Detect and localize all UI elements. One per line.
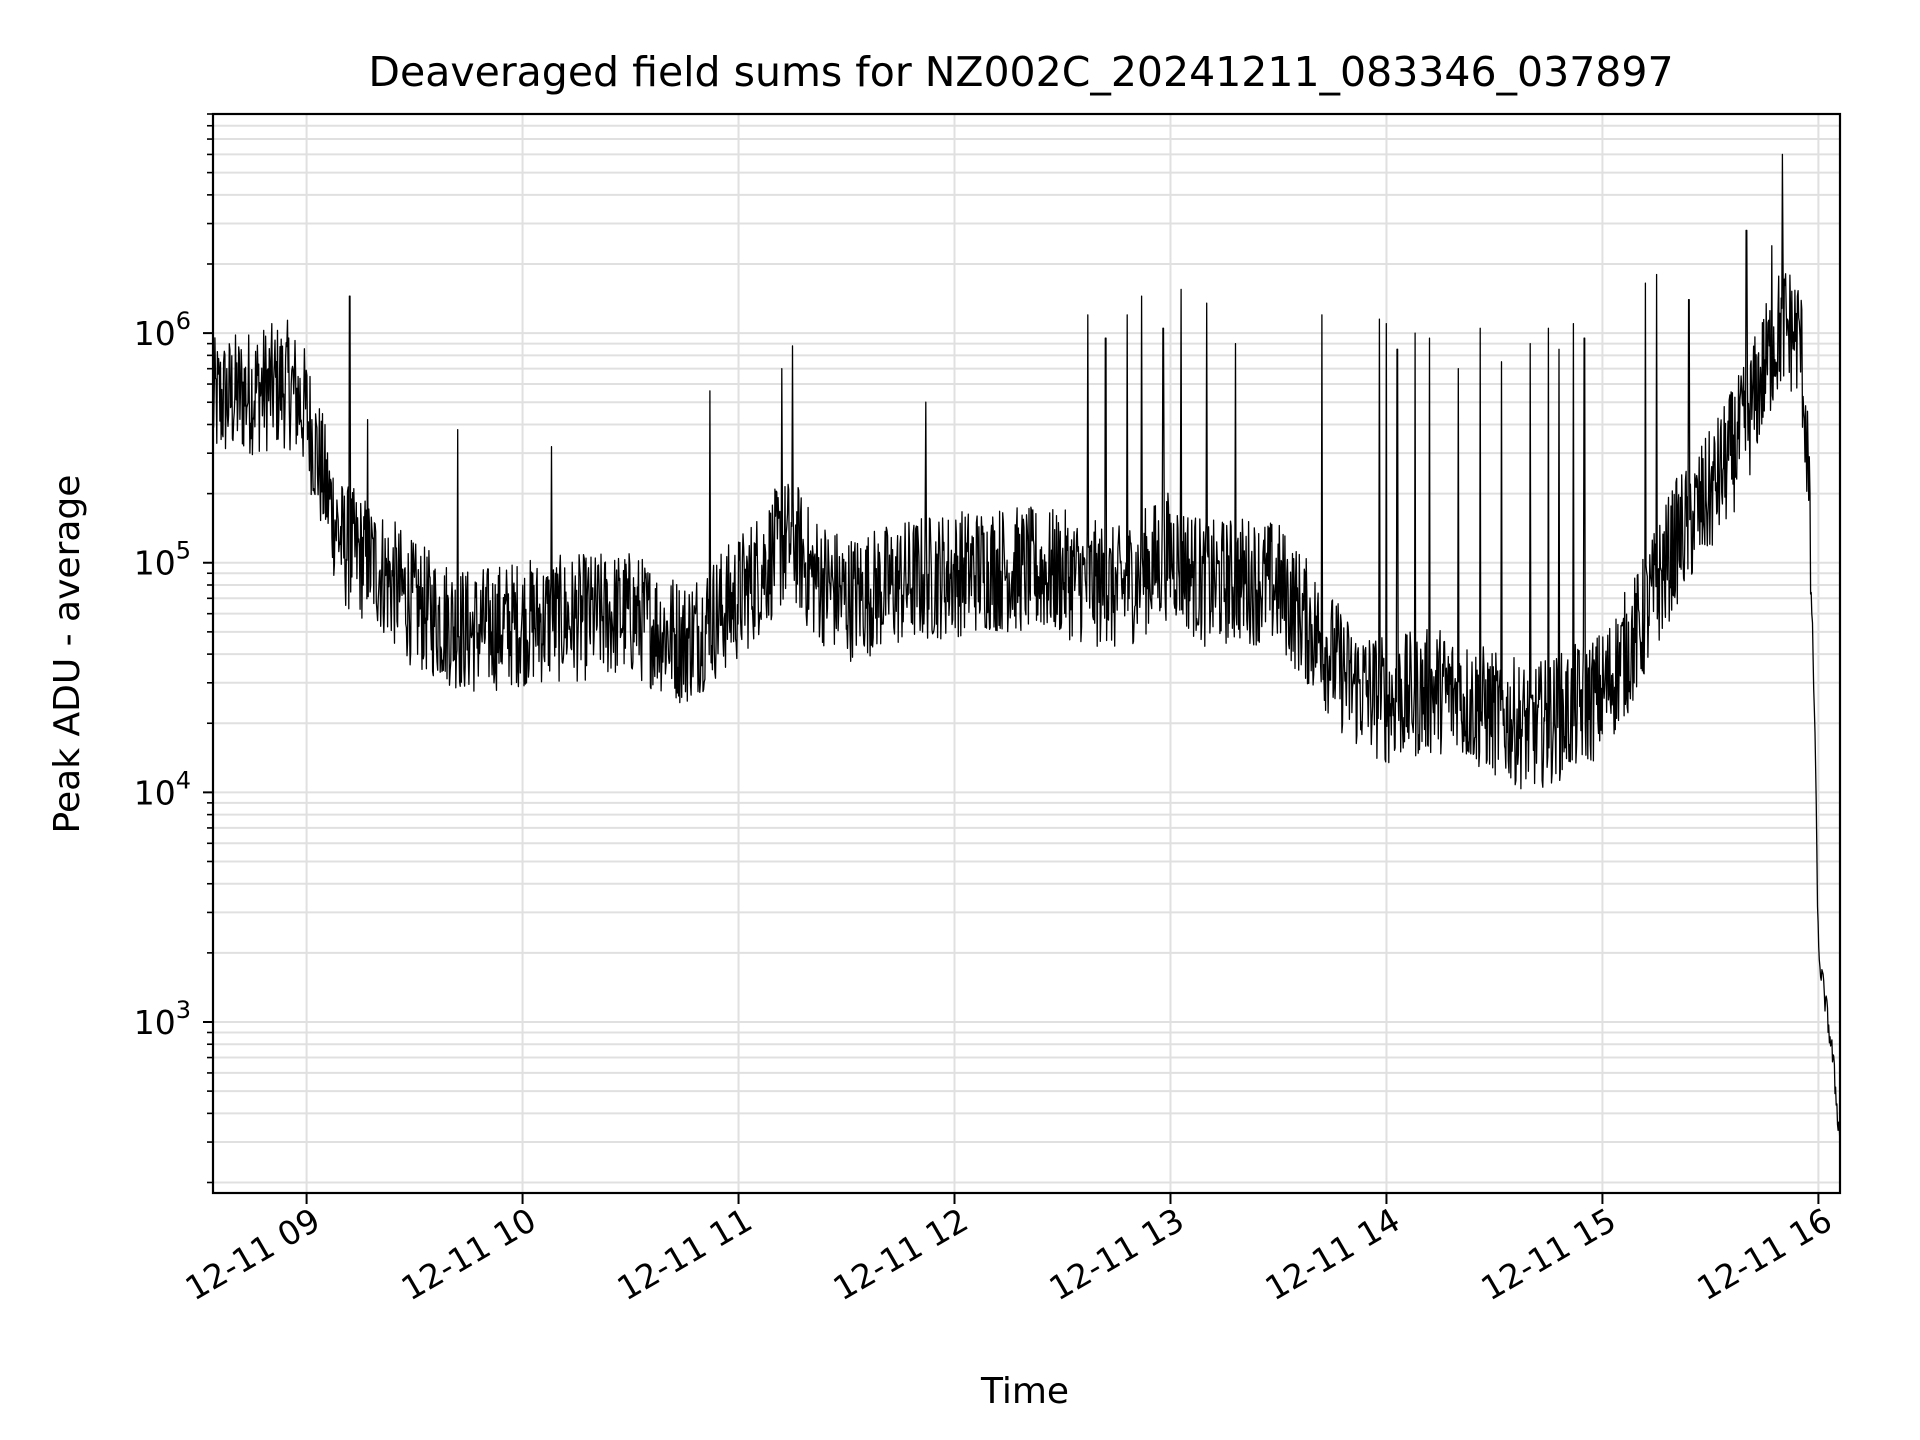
y-tick-exponent: 5 [176,537,191,565]
series-line [212,153,1841,1146]
y-tick-label: 106 [134,307,191,353]
chart-title: Deaveraged field sums for NZ002C_2024121… [368,48,1673,96]
series-layer [212,153,1841,1146]
y-tick-label: 103 [134,996,191,1042]
y-axis-label: Peak ADU - average [47,475,88,834]
y-tick-base: 10 [134,1003,176,1042]
y-tick-exponent: 3 [176,996,191,1024]
y-tick-label: 104 [134,766,191,812]
y-tick-exponent: 6 [176,307,191,335]
y-tick-label: 105 [134,537,191,583]
y-tick-base: 10 [134,314,176,353]
x-axis-label: Time [980,1371,1069,1412]
y-tick-base: 10 [134,773,176,812]
y-tick-base: 10 [134,544,176,583]
y-tick-exponent: 4 [176,766,191,794]
